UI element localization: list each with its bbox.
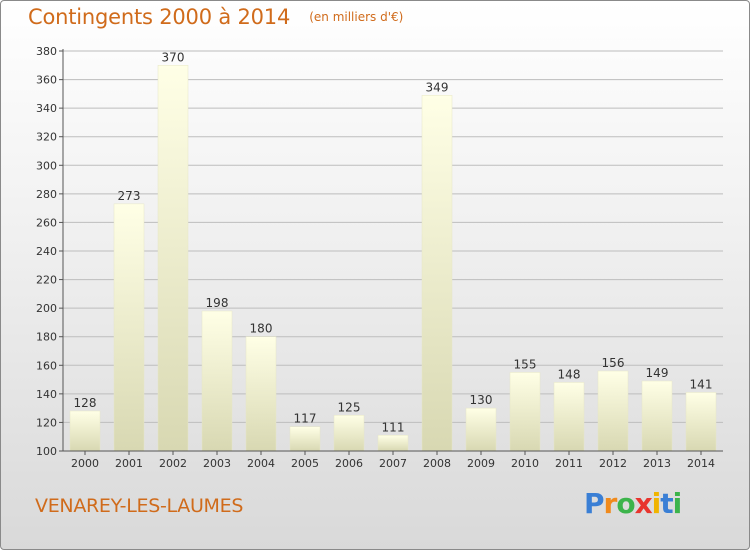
data-label: 125 (338, 400, 361, 414)
data-label: 370 (162, 50, 185, 64)
logo-letter: x (634, 487, 653, 520)
data-label: 117 (294, 412, 317, 426)
data-label: 149 (646, 366, 669, 380)
x-tick-label: 2011 (555, 457, 583, 470)
x-tick-label: 2006 (335, 457, 363, 470)
logo-letter: t (660, 487, 673, 520)
y-tick-label: 260 (36, 216, 57, 229)
bar (69, 410, 101, 452)
bar (641, 380, 673, 452)
data-label: 148 (558, 367, 581, 381)
town-name: VENAREY-LES-LAUMES (35, 495, 244, 517)
x-tick-label: 2010 (511, 457, 539, 470)
data-label: 349 (426, 80, 449, 94)
bar (465, 407, 497, 452)
title-row: Contingents 2000 à 2014 (en milliers d'€… (28, 5, 403, 35)
bar (333, 415, 365, 452)
y-tick-label: 200 (36, 302, 57, 315)
bar (509, 372, 541, 452)
x-tick-label: 2003 (203, 457, 231, 470)
x-tick-label: 2004 (247, 457, 275, 470)
y-tick-label: 120 (36, 416, 57, 429)
x-tick-label: 2005 (291, 457, 319, 470)
proxiti-logo: Proxiti (584, 487, 683, 520)
y-tick-label: 280 (36, 188, 57, 201)
logo-letter: o (616, 487, 635, 520)
bar (685, 392, 717, 452)
data-label: 130 (470, 393, 493, 407)
x-tick-label: 2008 (423, 457, 451, 470)
data-label: 273 (118, 189, 141, 203)
data-label: 180 (250, 322, 273, 336)
y-tick-label: 160 (36, 359, 57, 372)
bar (553, 382, 585, 452)
y-tick-label: 180 (36, 331, 57, 344)
x-tick-label: 2007 (379, 457, 407, 470)
y-tick-label: 220 (36, 274, 57, 287)
logo-letter: i (651, 487, 662, 520)
data-label: 128 (74, 396, 97, 410)
data-label: 156 (602, 356, 625, 370)
bars: 128 273 370 198 180 117 125 111 349 130 155 148 156 1… (69, 50, 717, 452)
chart-title: Contingents 2000 à 2014 (28, 5, 291, 29)
x-tick-label: 2001 (115, 457, 143, 470)
x-tick-label: 2013 (643, 457, 671, 470)
data-label: 111 (382, 420, 405, 434)
chart-subtitle: (en milliers d'€) (309, 10, 404, 24)
logo-letter: i (672, 487, 683, 520)
bar (377, 435, 409, 452)
logo-letter: P (584, 487, 605, 520)
bar (421, 95, 453, 452)
bar (157, 65, 189, 452)
x-tick-label: 2000 (71, 457, 99, 470)
bar (597, 370, 629, 452)
data-label: 155 (514, 357, 537, 371)
bar (113, 203, 145, 452)
axes: 100 120 140 160 180 200 220 240 260 280 300 320 340 3… (36, 45, 723, 470)
y-tick-label: 300 (36, 159, 57, 172)
data-label: 141 (690, 377, 713, 391)
y-tick-label: 340 (36, 102, 57, 115)
x-tick-label: 2002 (159, 457, 187, 470)
bar (201, 310, 233, 452)
y-tick-label: 240 (36, 245, 57, 258)
x-tick-label: 2009 (467, 457, 495, 470)
y-tick-label: 100 (36, 445, 57, 458)
y-tick-label: 320 (36, 131, 57, 144)
y-tick-label: 380 (36, 45, 57, 58)
bar (245, 336, 277, 452)
bar (289, 426, 321, 452)
data-label: 198 (206, 296, 229, 310)
logo-letter: r (603, 487, 618, 520)
x-tick-label: 2012 (599, 457, 627, 470)
y-tick-label: 140 (36, 388, 57, 401)
x-tick-label: 2014 (687, 457, 715, 470)
y-tick-label: 360 (36, 74, 57, 87)
